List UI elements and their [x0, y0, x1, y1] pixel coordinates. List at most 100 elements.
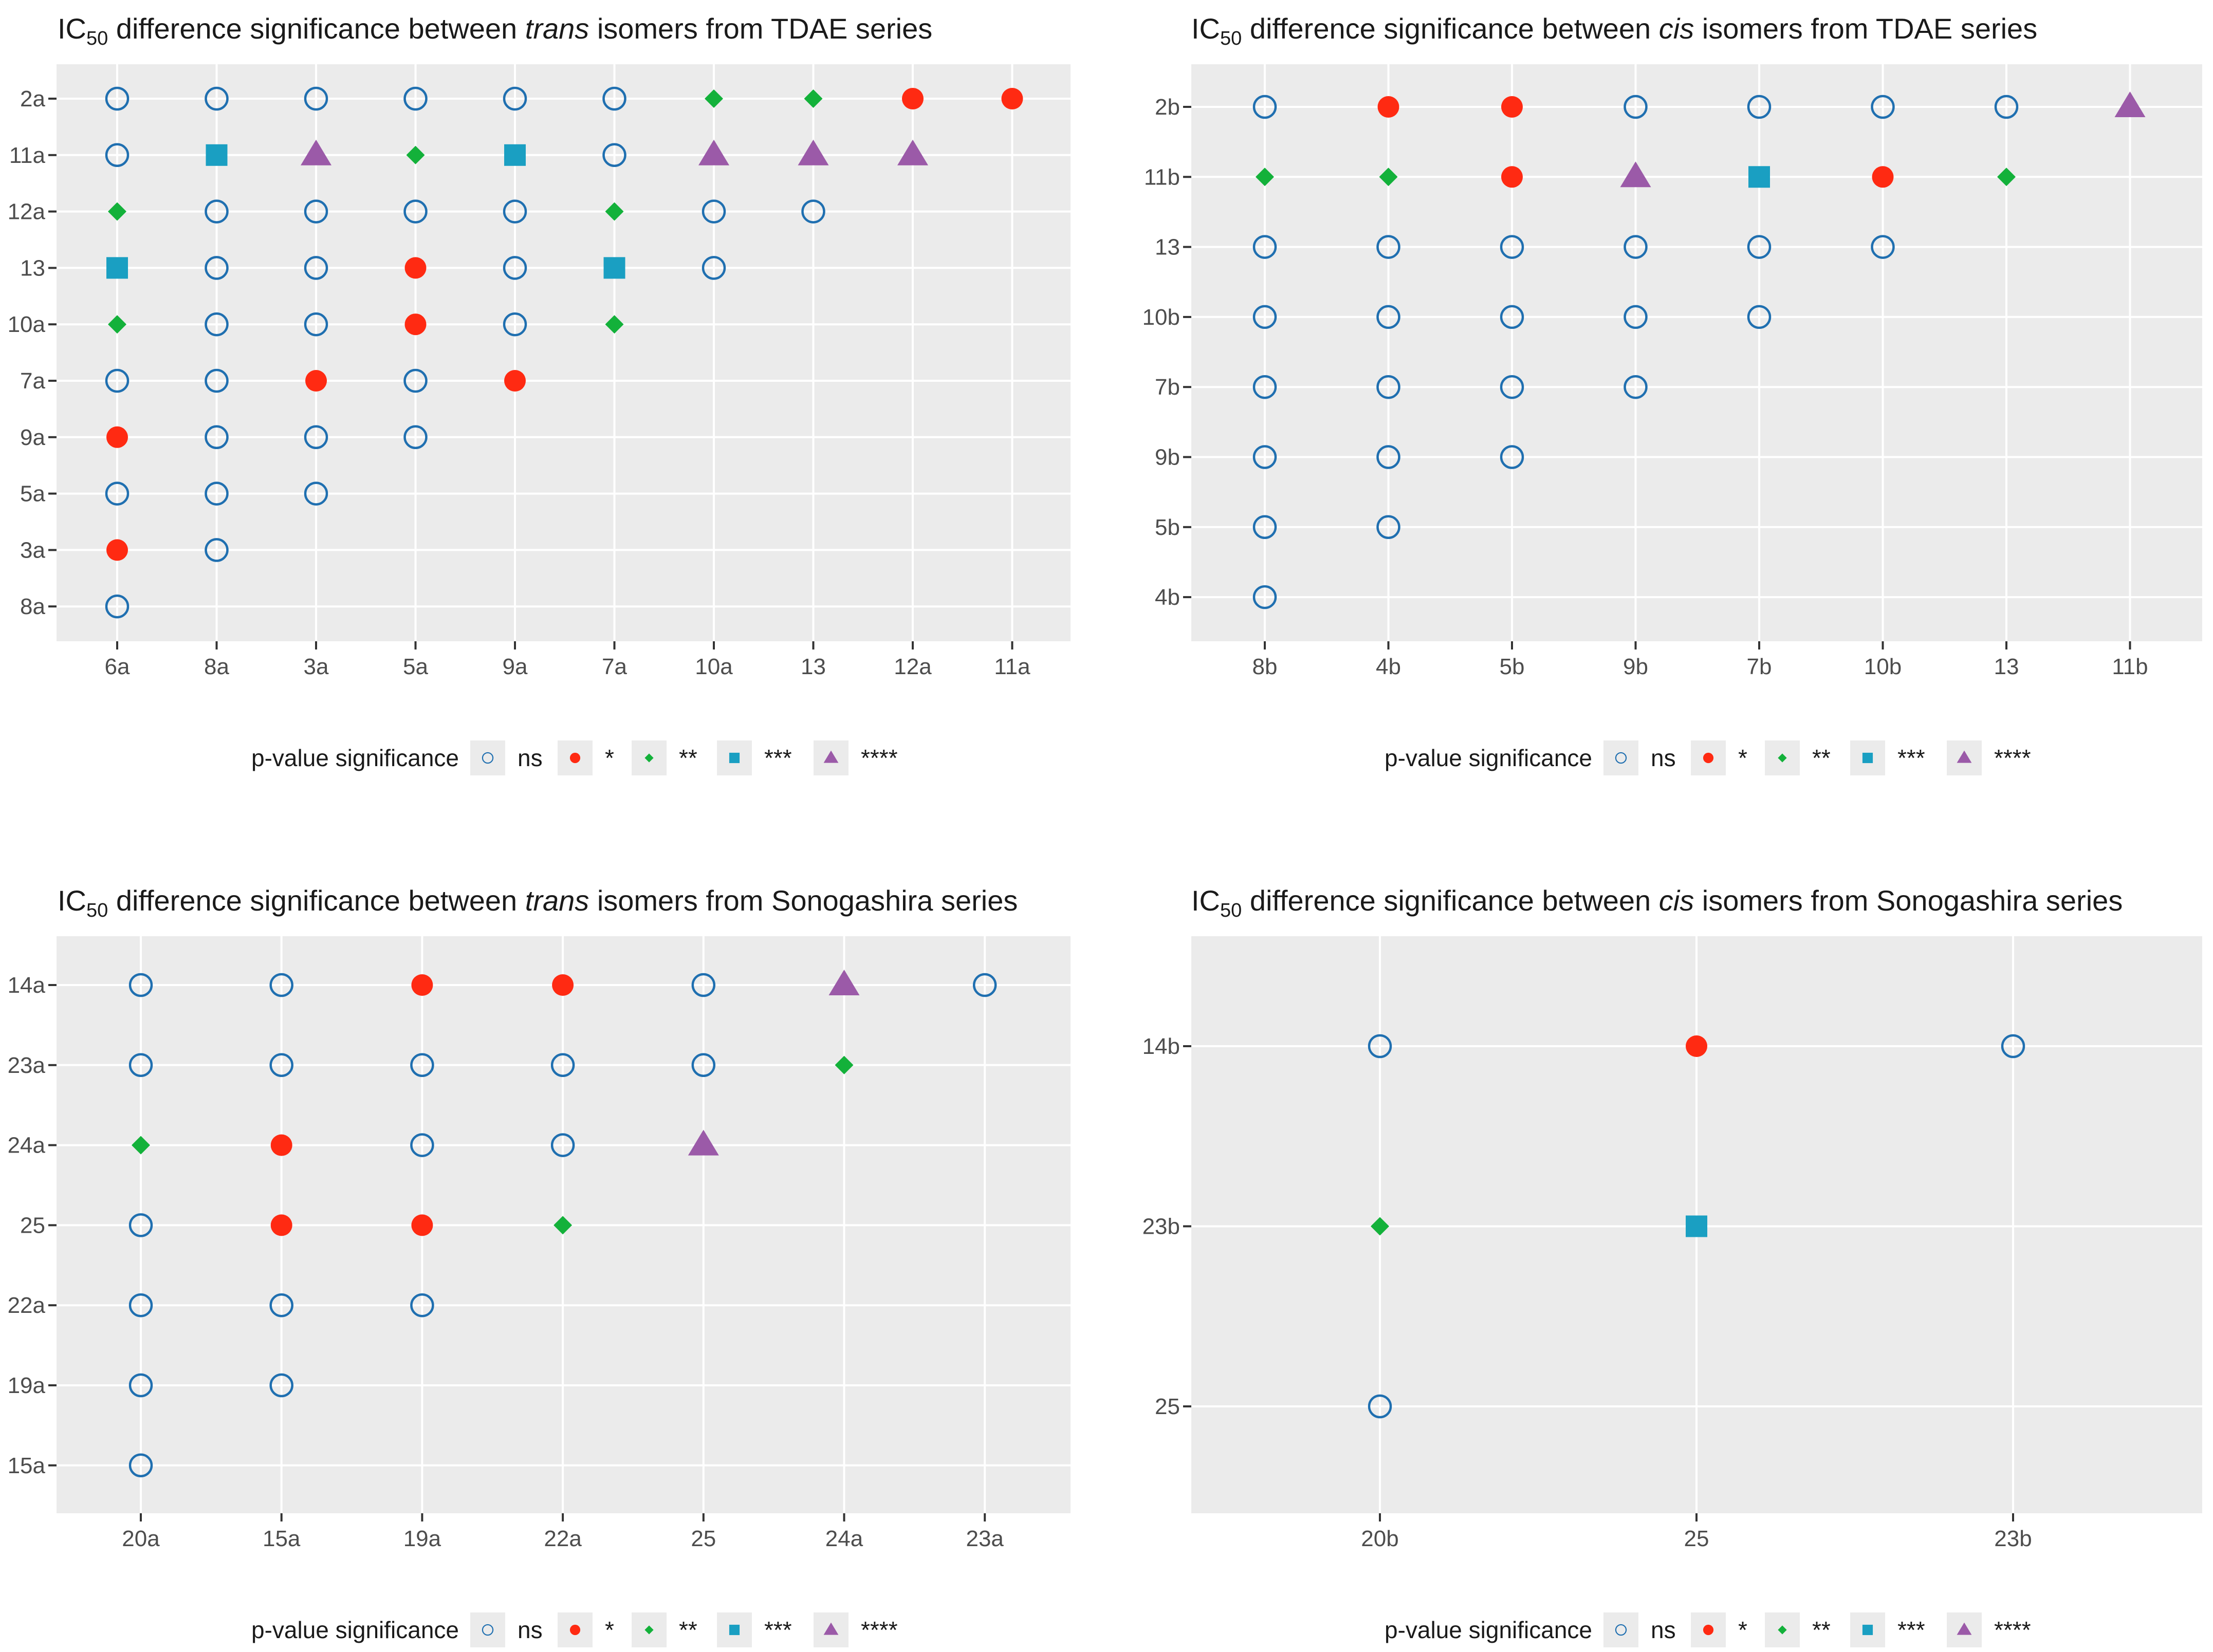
data-point	[1501, 96, 1523, 118]
y-tick-label: 9a	[20, 425, 45, 450]
y-tick-label: 7a	[20, 368, 45, 394]
x-tick-label: 6a	[105, 654, 130, 679]
y-tick-label: 8a	[20, 594, 45, 619]
data-point	[403, 86, 428, 111]
y-tick-label: 9b	[1155, 445, 1180, 470]
x-tick-label: 4b	[1376, 654, 1401, 679]
square-icon	[729, 1624, 740, 1636]
legend-key	[1603, 740, 1638, 775]
y-tick-label: 2b	[1155, 95, 1180, 120]
data-point	[688, 1129, 719, 1156]
data-point	[270, 1134, 292, 1156]
panel-title: IC50 difference significance between tra…	[58, 884, 1018, 921]
data-point	[205, 256, 229, 280]
square-icon	[729, 752, 740, 764]
panel-trans-tdae: IC50 difference significance between tra…	[8, 12, 1071, 775]
data-point	[1376, 305, 1400, 329]
data-point	[504, 144, 526, 166]
x-tick-label: 23b	[1994, 1526, 2032, 1551]
data-point	[410, 1133, 434, 1157]
data-point	[205, 312, 229, 337]
legend-label: ***	[1897, 745, 1925, 771]
x-tick-label: 8b	[1252, 654, 1278, 679]
x-tick-label: 15a	[263, 1526, 301, 1551]
data-point	[304, 256, 328, 280]
y-tick-label: 11b	[1144, 164, 1180, 190]
y-tick-label: 2a	[20, 86, 45, 112]
data-point	[269, 1373, 293, 1398]
data-point	[205, 481, 229, 506]
x-tick-label: 9b	[1623, 654, 1648, 679]
y-tick-label: 10b	[1142, 305, 1180, 330]
x-tick-label: 11a	[994, 654, 1030, 679]
data-point	[603, 257, 625, 279]
data-point	[106, 426, 128, 448]
data-point	[605, 315, 624, 334]
legend-label: ***	[1897, 1617, 1925, 1643]
filled-circle-icon	[1703, 1624, 1714, 1636]
x-tick-label: 20b	[1361, 1526, 1398, 1551]
data-point	[1994, 95, 2019, 119]
data-point	[705, 89, 723, 108]
legend-label: ****	[1994, 745, 2031, 771]
panel-title: IC50 difference significance between cis…	[1191, 884, 2123, 921]
legend-label: ***	[764, 745, 792, 771]
x-tick-label: 7b	[1747, 654, 1772, 679]
data-point	[1376, 235, 1400, 259]
x-tick-label: 20a	[122, 1526, 160, 1551]
legend-label: ***	[764, 1617, 792, 1643]
data-point	[1747, 235, 1772, 259]
data-point	[410, 1053, 434, 1078]
legend-key	[470, 1612, 505, 1647]
data-point	[206, 144, 228, 166]
data-point	[1997, 168, 2016, 187]
data-point	[1252, 515, 1277, 540]
data-point	[1252, 375, 1277, 399]
data-point	[698, 139, 729, 165]
data-point	[503, 312, 527, 337]
data-point	[503, 256, 527, 280]
x-tick-label: 3a	[304, 654, 329, 679]
data-point	[702, 199, 726, 224]
data-point	[801, 199, 825, 224]
data-point	[205, 425, 229, 450]
legend-label: ns	[1651, 745, 1676, 771]
y-tick-label: 24a	[8, 1133, 46, 1158]
data-point	[304, 199, 328, 224]
data-point	[1376, 445, 1400, 469]
filled-circle-icon	[569, 752, 581, 764]
data-point	[550, 1133, 575, 1157]
legend: p-value significance ns * ** *** ****	[251, 740, 898, 775]
data-point	[1500, 235, 1524, 259]
data-point	[691, 1053, 716, 1078]
y-tick-label: 13	[20, 255, 45, 281]
data-point	[132, 1136, 150, 1155]
data-point	[835, 1055, 854, 1074]
data-point	[269, 1293, 293, 1317]
data-point	[128, 1293, 153, 1317]
data-point	[106, 539, 128, 561]
data-point	[304, 86, 328, 111]
x-tick-label: 9a	[503, 654, 528, 679]
y-tick-label: 5b	[1155, 515, 1180, 540]
data-point	[1371, 1217, 1389, 1236]
diamond-icon	[644, 753, 654, 763]
legend-label: ns	[518, 745, 543, 771]
data-point	[1001, 88, 1023, 109]
data-point	[1500, 305, 1524, 329]
open-circle-icon	[482, 752, 494, 764]
x-tick-label: 7a	[602, 654, 627, 679]
data-point	[554, 1216, 573, 1235]
data-point	[691, 973, 716, 997]
legend-label: ****	[861, 1617, 898, 1643]
legend-label: **	[679, 745, 697, 771]
plot-background	[1191, 64, 2202, 641]
data-point	[1376, 375, 1400, 399]
legend-title: p-value significance	[1385, 1617, 1592, 1643]
y-tick-label: 14a	[8, 973, 46, 998]
y-tick-label: 25	[20, 1213, 45, 1238]
legend: p-value significance ns * ** *** ****	[1385, 1612, 2031, 1647]
diamond-icon	[644, 1625, 654, 1635]
data-point	[128, 1453, 153, 1478]
data-point	[1871, 235, 1895, 259]
